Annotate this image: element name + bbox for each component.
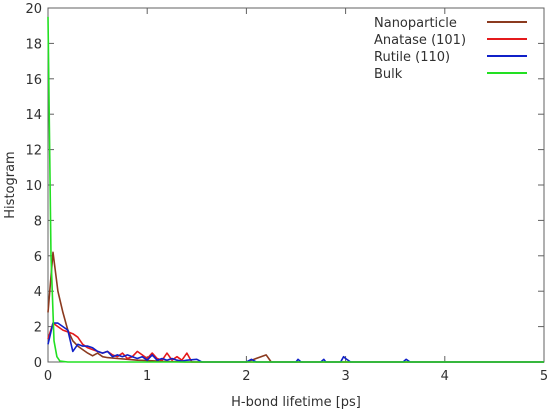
legend: Nanoparticle Anatase (101) Rutile (110) Bul… xyxy=(374,16,527,82)
series-line-rutile-110 xyxy=(47,322,544,363)
legend-label: Anatase (101) xyxy=(374,33,466,48)
x-tick-label: 1 xyxy=(143,369,151,384)
y-tick-label: 6 xyxy=(34,250,42,265)
y-tick-label: 16 xyxy=(25,73,42,88)
axis-ticks xyxy=(47,7,545,363)
y-axis-label: Histogram xyxy=(3,151,18,218)
series-line-bulk xyxy=(47,16,544,363)
y-tick-label: 0 xyxy=(34,356,42,371)
y-tick-label: 12 xyxy=(25,144,42,159)
x-tick-label: 5 xyxy=(540,369,548,384)
x-tick-label: 0 xyxy=(44,369,52,384)
legend-label: Nanoparticle xyxy=(374,16,457,31)
series-line-nanoparticle xyxy=(47,251,544,363)
y-tick-label: 8 xyxy=(34,214,42,229)
x-tick-label: 2 xyxy=(242,369,250,384)
plot-frame xyxy=(47,7,545,363)
y-tick-label: 4 xyxy=(34,285,42,300)
x-axis-label: H-bond lifetime [ps] xyxy=(231,395,361,410)
legend-label: Rutile (110) xyxy=(374,50,450,65)
y-tick-label: 2 xyxy=(34,321,42,336)
y-tick-label: 14 xyxy=(25,108,42,123)
x-tick-label: 4 xyxy=(441,369,449,384)
series-layer xyxy=(47,16,544,363)
y-tick-label: 20 xyxy=(25,2,42,17)
y-tick-label: 10 xyxy=(25,179,42,194)
x-tick-label: 3 xyxy=(341,369,349,384)
legend-label: Bulk xyxy=(374,67,403,82)
y-tick-label: 18 xyxy=(25,37,42,52)
